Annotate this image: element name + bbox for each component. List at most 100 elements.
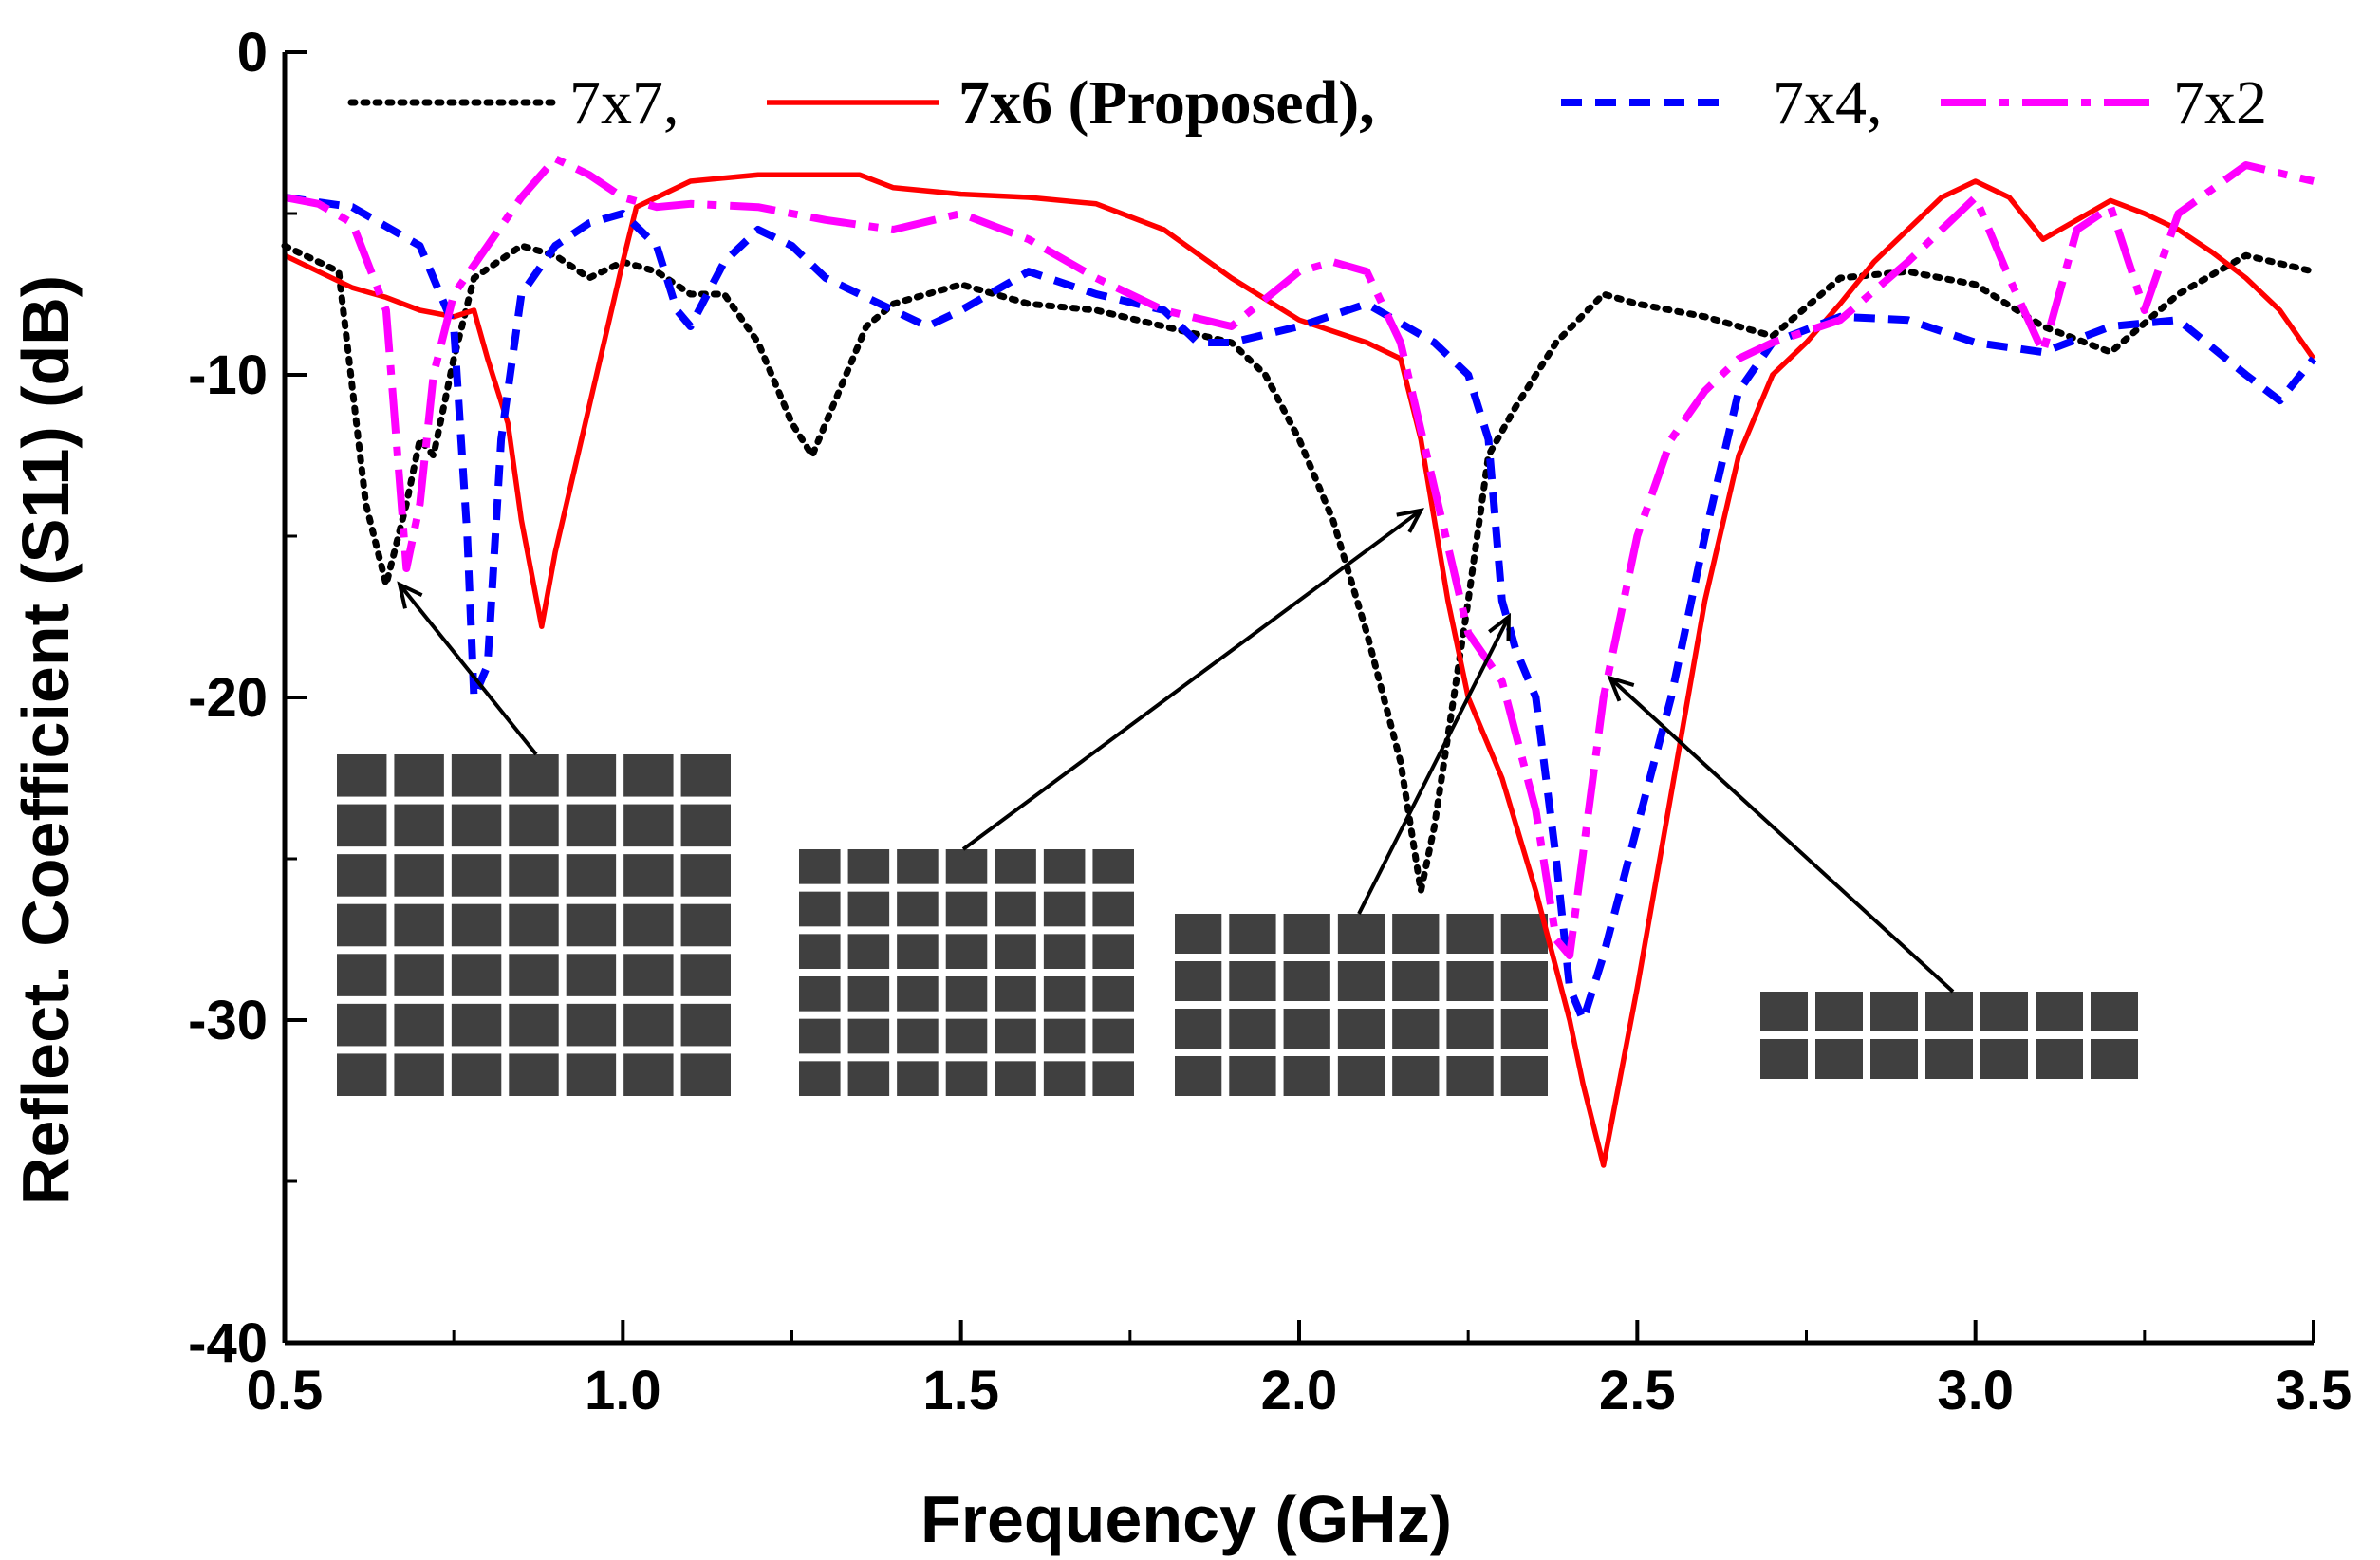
grid-cell — [897, 934, 939, 969]
grid-cell — [799, 1061, 841, 1096]
annotation-arrow — [1608, 677, 1955, 994]
grid-cell — [2091, 1039, 2138, 1079]
grid-cell — [995, 891, 1036, 927]
grid-cell — [509, 754, 559, 797]
x-tick-label: 2.5 — [1599, 1360, 1676, 1421]
grid-illustrations — [337, 754, 2138, 1096]
grid-cell — [2036, 1039, 2083, 1079]
grid-cell — [1283, 1056, 1330, 1096]
grid-cell — [337, 754, 387, 797]
grid-7x7 — [337, 754, 731, 1096]
grid-cell — [566, 1053, 617, 1096]
grid-cell — [1175, 1056, 1222, 1096]
grid-cell — [1283, 914, 1330, 954]
grid-cell — [2091, 992, 2138, 1031]
grid-cell — [509, 1003, 559, 1047]
grid-cell — [897, 1018, 939, 1054]
grid-cell — [847, 1061, 890, 1096]
grid-cell — [945, 891, 988, 927]
grid-cell — [509, 903, 559, 947]
grid-cell — [680, 754, 731, 797]
grid-cell — [509, 804, 559, 847]
grid-cell — [1392, 961, 1440, 1001]
grid-cell — [799, 976, 841, 1012]
grid-cell — [1175, 961, 1222, 1001]
grid-cell — [451, 954, 502, 996]
grid-cell — [1815, 1039, 1863, 1079]
grid-cell — [1092, 934, 1134, 969]
grid-cell — [337, 1053, 387, 1096]
grid-cell — [566, 903, 617, 947]
grid-cell — [945, 934, 988, 969]
grid-cell — [1229, 914, 1276, 954]
grid-cell — [1925, 992, 1973, 1031]
grid-cell — [1446, 961, 1494, 1001]
grid-cell — [337, 1003, 387, 1047]
axes: 0.5 1.0 1.5 2.0 2.5 3.0 3.5 0 -10 -20 -30 -40 — [188, 22, 2352, 1421]
annotation-arrows — [397, 508, 1955, 994]
grid-cell — [1337, 1009, 1385, 1049]
grid-cell — [1229, 961, 1276, 1001]
legend-label-4: 7x2 — [2173, 68, 2267, 138]
grid-cell — [1092, 1061, 1134, 1096]
arrow-head — [1607, 675, 1635, 702]
grid-cell — [566, 754, 617, 797]
x-tick-label: 0.5 — [247, 1360, 324, 1421]
grid-cell — [995, 1018, 1036, 1054]
legend-label-2: 7x6 (Proposed), — [958, 68, 1375, 138]
grid-6x7 — [799, 849, 1134, 1096]
series-lines — [281, 155, 2317, 1168]
grid-cell — [451, 1053, 502, 1096]
grid-cell — [337, 903, 387, 947]
grid-cell — [1229, 1009, 1276, 1049]
grid-cell — [1092, 849, 1134, 884]
grid-cell — [680, 854, 731, 897]
grid-cell — [1043, 891, 1086, 927]
x-axis-label: Frequency (GHz) — [920, 1482, 1452, 1556]
series-line-1 — [281, 242, 2317, 895]
grid-cell — [1175, 1009, 1222, 1049]
grid-cell — [1446, 1009, 1494, 1049]
grid-cell — [995, 934, 1036, 969]
grid-cell — [995, 849, 1036, 884]
grid-cell — [451, 804, 502, 847]
grid-cell — [1500, 961, 1548, 1001]
grid-cell — [1043, 934, 1086, 969]
grid-cell — [566, 804, 617, 847]
grid-2x7 — [1760, 992, 2138, 1079]
grid-cell — [1760, 992, 1808, 1031]
grid-cell — [1043, 976, 1086, 1012]
y-axis-label: Reflect. Coefficient (S11) (dB) — [9, 275, 83, 1205]
grid-cell — [394, 854, 444, 897]
legend-label-1: 7x7, — [569, 68, 679, 138]
grid-cell — [897, 849, 939, 884]
grid-cell — [337, 804, 387, 847]
grid-cell — [1446, 1056, 1494, 1096]
grid-cell — [394, 1003, 444, 1047]
grid-cell — [1392, 1009, 1440, 1049]
grid-cell — [897, 976, 939, 1012]
grid-cell — [451, 854, 502, 897]
grid-cell — [1815, 992, 1863, 1031]
grid-cell — [623, 954, 674, 996]
grid-cell — [799, 891, 841, 927]
arrow-head — [1488, 612, 1511, 642]
x-tick-label: 2.0 — [1261, 1360, 1338, 1421]
grid-cell — [945, 849, 988, 884]
grid-cell — [945, 1061, 988, 1096]
grid-cell — [1760, 1039, 1808, 1079]
grid-cell — [1392, 914, 1440, 954]
grid-cell — [799, 1018, 841, 1054]
grid-cell — [680, 804, 731, 847]
grid-cell — [1092, 891, 1134, 927]
grid-cell — [509, 1053, 559, 1096]
grid-cell — [1870, 1039, 1918, 1079]
grid-cell — [623, 754, 674, 797]
grid-cell — [680, 1003, 731, 1047]
grid-cell — [680, 1053, 731, 1096]
y-tick-label: -20 — [188, 667, 268, 729]
grid-cell — [680, 954, 731, 996]
annotation-arrow — [1357, 616, 1511, 915]
grid-cell — [897, 891, 939, 927]
